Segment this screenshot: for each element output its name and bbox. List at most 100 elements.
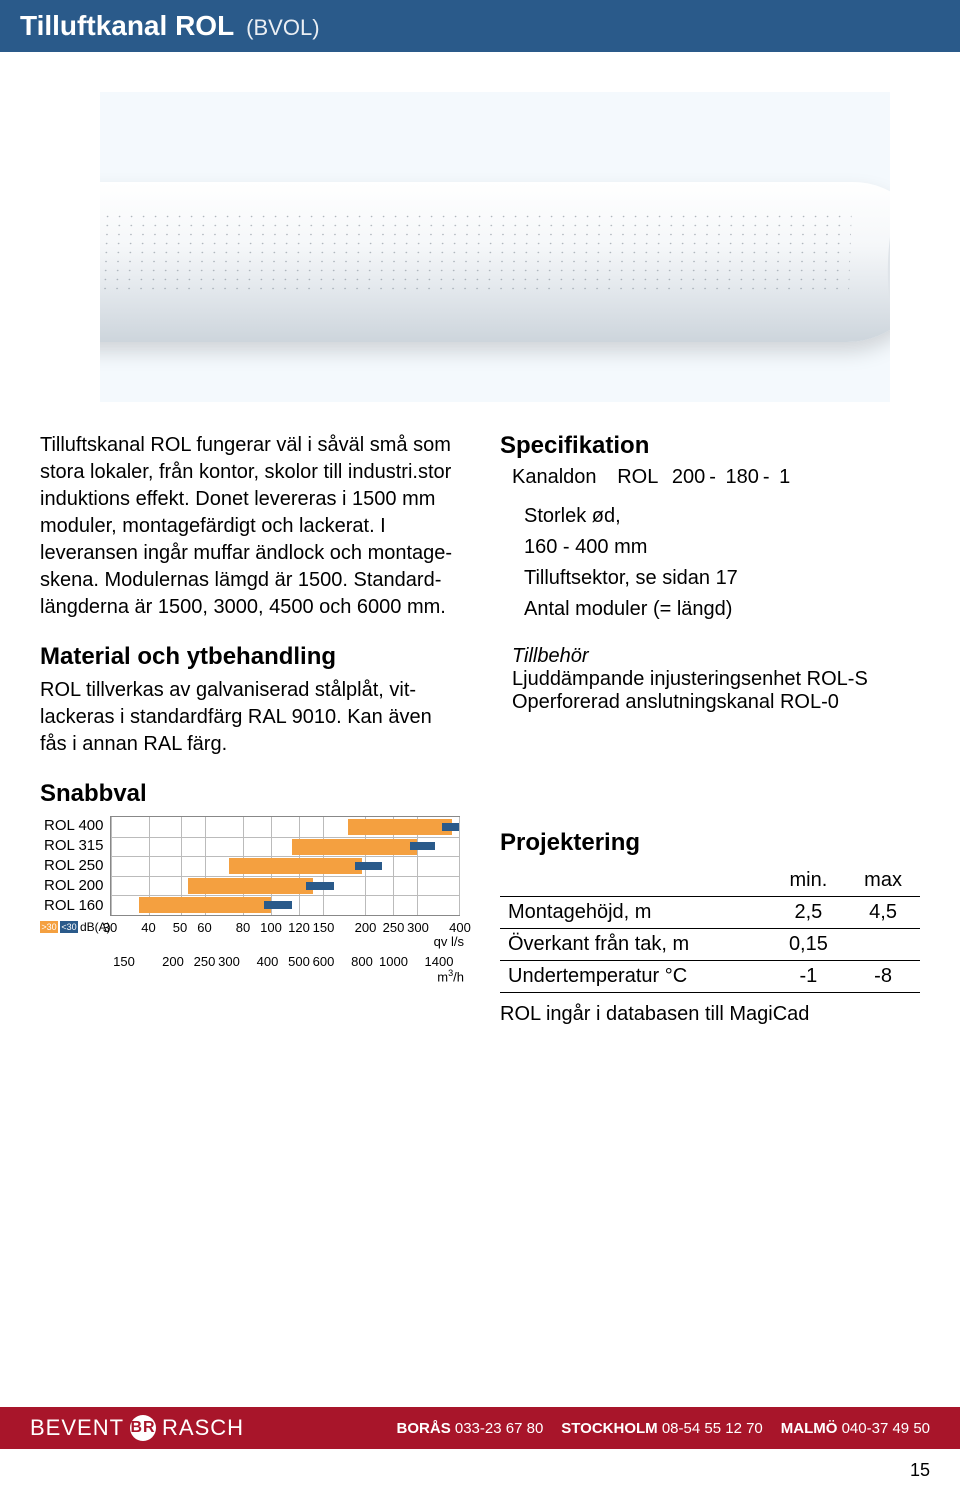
snabbval-bar-orange bbox=[292, 839, 417, 855]
footer-contact-item: BORÅS 033-23 67 80 bbox=[397, 1420, 544, 1437]
table-row: Montagehöjd, m2,54,5 bbox=[500, 897, 920, 929]
xlabel-top: 30 bbox=[103, 920, 117, 935]
footer-contact-item: MALMÖ 040-37 49 50 bbox=[781, 1420, 930, 1437]
spec-code-label: Kanaldon bbox=[512, 466, 597, 488]
tillbehor-line-0: Ljuddämpande injusteringsenhet ROL-S bbox=[512, 668, 920, 691]
snabbval-xlabels-bottom: 15020025030040050060080010001400 bbox=[110, 954, 460, 974]
left-column: Tilluftskanal ROL fungerar väl i såväl s… bbox=[40, 432, 460, 1026]
duct-perforation bbox=[100, 212, 852, 292]
snabbval-chart: ROL 400ROL 315ROL 250ROL 200ROL 160 >30 … bbox=[40, 816, 460, 991]
footer-bar: BEVENT BR RASCH BORÅS 033-23 67 80 STOCKH… bbox=[0, 1407, 960, 1449]
xlabel-bottom: 400 bbox=[257, 954, 279, 969]
proj-col-1: min. bbox=[771, 865, 846, 897]
xlabel-top: 80 bbox=[236, 920, 250, 935]
rowline bbox=[111, 837, 459, 838]
proj-col-2: max bbox=[846, 865, 920, 897]
gridline bbox=[111, 817, 112, 915]
snabbval-bar-blue bbox=[410, 842, 434, 850]
projektering-table: min. max Montagehöjd, m2,54,5Överkant fr… bbox=[500, 865, 920, 993]
xlabel-top: 100 bbox=[260, 920, 282, 935]
intro-paragraph: Tilluftskanal ROL fungerar väl i såväl s… bbox=[40, 432, 460, 621]
specifikation-heading: Specifikation bbox=[500, 432, 920, 460]
xlabel-top: 200 bbox=[355, 920, 377, 935]
projektering-note: ROL ingår i databasen till MagiCad bbox=[500, 1003, 920, 1026]
rowline bbox=[111, 876, 459, 877]
table-cell bbox=[846, 929, 920, 961]
xlabel-top: 40 bbox=[141, 920, 155, 935]
snabbval-row-label: ROL 315 bbox=[40, 836, 110, 856]
header-bar: Tilluftkanal ROL (BVOL) bbox=[0, 0, 960, 52]
snabbval-bar-blue bbox=[442, 823, 459, 831]
proj-header-row: min. max bbox=[500, 865, 920, 897]
xlabel-bottom: 600 bbox=[313, 954, 335, 969]
xlabel-top: 50 bbox=[173, 920, 187, 935]
spec-desc-2: Antal moduler (= längd) bbox=[524, 594, 920, 625]
spec-code-part-2: 180 bbox=[721, 466, 762, 489]
table-cell: -1 bbox=[771, 961, 846, 993]
snabbval-bar-blue bbox=[355, 862, 383, 870]
footer-logo: BEVENT BR RASCH bbox=[30, 1415, 244, 1441]
footer-brand1: BEVENT bbox=[30, 1415, 124, 1441]
legend-blue-box: <30 bbox=[60, 921, 78, 933]
table-row: Undertemperatur °C-1-8 bbox=[500, 961, 920, 993]
spec-code-part-1: 200 bbox=[668, 466, 709, 489]
spec-code-line: Kanaldon ROL 200- 180- 1 bbox=[512, 466, 920, 489]
snabbval-row-label: ROL 400 bbox=[40, 816, 110, 836]
table-cell: Överkant från tak, m bbox=[500, 929, 771, 961]
page-subtitle: (BVOL) bbox=[246, 15, 319, 41]
page-title: Tilluftkanal ROL bbox=[20, 10, 234, 42]
right-column: Specifikation Kanaldon ROL 200- 180- 1 S… bbox=[500, 432, 920, 1026]
snabbval-row-label: ROL 250 bbox=[40, 856, 110, 876]
gridline bbox=[459, 817, 460, 915]
material-heading: Material och ytbehandling bbox=[40, 643, 460, 671]
product-image bbox=[100, 92, 890, 402]
spec-desc-0-line1: Storlek ød, bbox=[524, 501, 920, 532]
snabbval-heading: Snabbval bbox=[40, 780, 460, 808]
content-columns: Tilluftskanal ROL fungerar väl i såväl s… bbox=[0, 432, 960, 1026]
tillbehor-label: Tillbehör bbox=[512, 645, 920, 668]
xlabel-top: 60 bbox=[197, 920, 211, 935]
rowline bbox=[111, 895, 459, 896]
xlabel-top: 250 bbox=[383, 920, 405, 935]
spec-desc-block: Storlek ød, 160 - 400 mm Tilluftsektor, … bbox=[524, 495, 920, 631]
xlabel-top: 300 bbox=[407, 920, 429, 935]
page-number: 15 bbox=[910, 1460, 930, 1481]
duct-illustration bbox=[100, 182, 890, 342]
snabbval-bar-orange bbox=[348, 819, 452, 835]
xlabel-bottom: 800 bbox=[351, 954, 373, 969]
table-cell: 2,5 bbox=[771, 897, 846, 929]
footer-logo-icon: BR bbox=[130, 1415, 156, 1441]
duct-end-cap bbox=[885, 178, 890, 346]
tillbehor-line-1: Operforerad anslutningskanal ROL-0 bbox=[512, 691, 920, 714]
snabbval-plot-area bbox=[110, 816, 460, 916]
table-row: Överkant från tak, m0,15 bbox=[500, 929, 920, 961]
snabbval-row-label: ROL 160 bbox=[40, 896, 110, 916]
xlabel-bottom: 1400 bbox=[425, 954, 454, 969]
snabbval-row-label: ROL 200 bbox=[40, 876, 110, 896]
projektering-heading: Projektering bbox=[500, 829, 920, 857]
snabbval-legend: >30 <30 dB(A) bbox=[40, 920, 111, 934]
footer-brand2: RASCH bbox=[162, 1415, 244, 1441]
proj-col-0 bbox=[500, 865, 771, 897]
spec-desc-1: Tilluftsektor, se sidan 17 bbox=[524, 563, 920, 594]
snabbval-bar-blue bbox=[306, 882, 334, 890]
xlabel-top: 120 bbox=[288, 920, 310, 935]
snabbval-bar-orange bbox=[139, 897, 271, 913]
snabbval-row-labels: ROL 400ROL 315ROL 250ROL 200ROL 160 bbox=[40, 816, 110, 916]
snabbval-xlabels-top: 3040506080100120150200250300400 bbox=[110, 920, 460, 940]
xlabel-top: 400 bbox=[449, 920, 471, 935]
table-cell: Undertemperatur °C bbox=[500, 961, 771, 993]
xlabel-bottom: 1000 bbox=[379, 954, 408, 969]
xlabel-bottom: 500 bbox=[288, 954, 310, 969]
table-cell: 4,5 bbox=[846, 897, 920, 929]
footer-contacts: BORÅS 033-23 67 80 STOCKHOLM 08-54 55 12 … bbox=[397, 1420, 930, 1437]
snabbval-unit-top: qv l/s bbox=[434, 934, 464, 949]
snabbval-bar-orange bbox=[188, 878, 313, 894]
footer-contact-item: STOCKHOLM 08-54 55 12 70 bbox=[561, 1420, 762, 1437]
xlabel-bottom: 150 bbox=[113, 954, 135, 969]
spec-code-part-3: 1 bbox=[775, 466, 794, 489]
rowline bbox=[111, 856, 459, 857]
table-cell: -8 bbox=[846, 961, 920, 993]
xlabel-bottom: 300 bbox=[218, 954, 240, 969]
xlabel-top: 150 bbox=[313, 920, 335, 935]
